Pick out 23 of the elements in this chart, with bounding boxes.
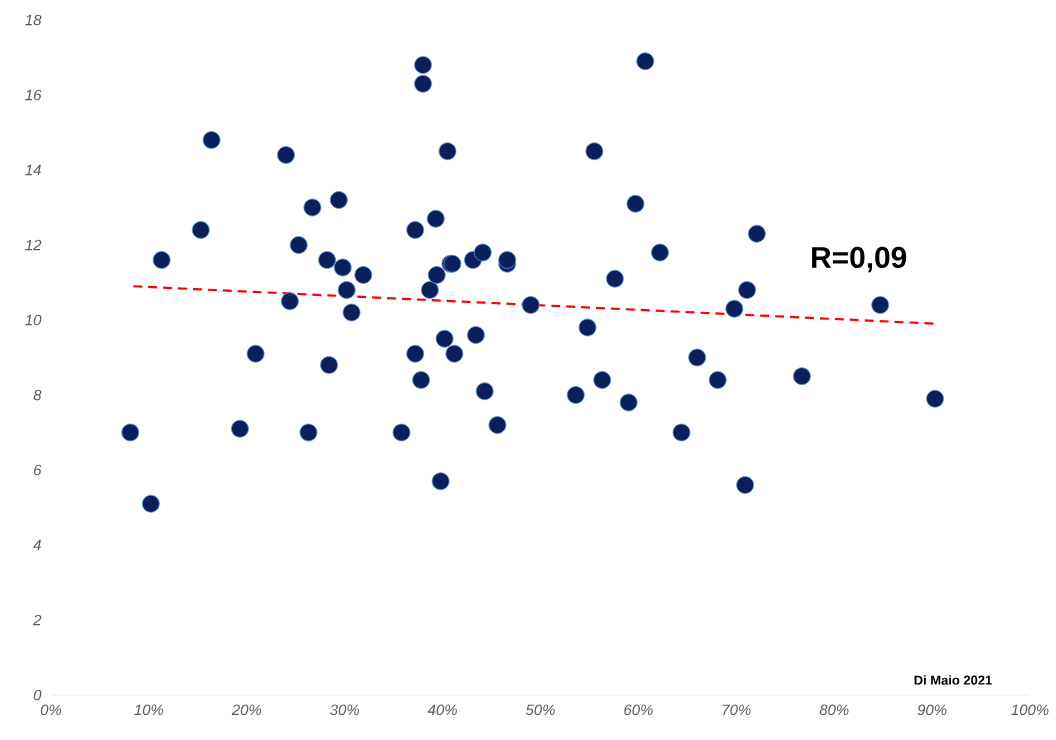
x-tick-label: 0% (40, 704, 62, 716)
annotation: Di Maio 2021 (914, 675, 992, 685)
y-tick-label: 2 (33, 614, 42, 626)
x-tick-label: 50% (525, 704, 555, 716)
x-tick-label: 70% (722, 704, 751, 716)
y-tick-label: 14 (25, 164, 41, 176)
x-tick-label: 60% (624, 704, 653, 716)
x-tick-label: 40% (427, 704, 457, 716)
annotation: R=0,09 (812, 246, 907, 273)
y-tick-label: 12 (25, 239, 42, 251)
x-tick-label: 20% (231, 704, 262, 716)
x-tick-label: 90% (917, 704, 947, 716)
x-tick-label: 80% (819, 704, 849, 716)
y-tick-label: 4 (33, 539, 41, 551)
x-tick-label: 30% (330, 704, 360, 716)
x-tick-label: 100% (1011, 704, 1049, 716)
x-tick-label: 10% (134, 704, 164, 716)
y-tick-label: 18 (25, 14, 42, 26)
y-tick-label: 0 (33, 689, 42, 701)
y-tick-label: 10 (25, 314, 42, 326)
y-tick-label: 16 (25, 89, 42, 101)
y-tick-label: 6 (34, 464, 42, 476)
y-tick-label: 8 (33, 389, 42, 401)
